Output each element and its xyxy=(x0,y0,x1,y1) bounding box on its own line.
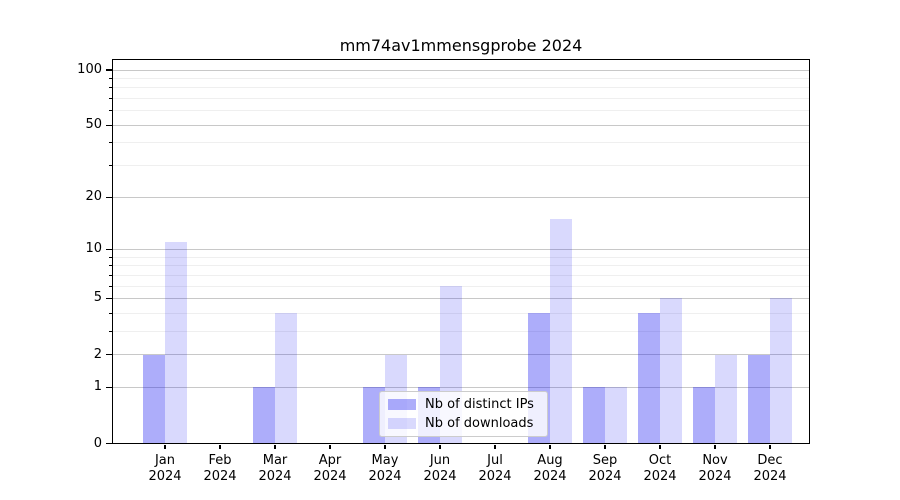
major-gridline xyxy=(112,354,810,356)
x-tick-label: Feb 2024 xyxy=(203,452,237,484)
y-tick-label: 2 xyxy=(93,346,102,362)
y-minor-tick-mark xyxy=(108,274,112,276)
minor-gridline xyxy=(112,285,810,287)
bar-downloads-aug xyxy=(550,219,572,444)
y-tick-mark xyxy=(106,248,112,251)
x-tick-mark xyxy=(494,444,496,449)
legend-item-distinct-ips: Nb of distinct IPs xyxy=(388,397,539,413)
x-tick-mark xyxy=(164,444,166,449)
x-tick-mark xyxy=(714,444,716,449)
y-tick-mark xyxy=(106,297,112,300)
minor-gridline xyxy=(112,142,810,144)
y-tick-mark xyxy=(106,196,112,198)
x-tick-label: May 2024 xyxy=(368,452,402,484)
bar-downloads-mar xyxy=(275,313,297,444)
x-tick-label: Dec 2024 xyxy=(753,452,787,484)
major-gridline xyxy=(112,124,810,126)
legend-swatch-distinct-ips xyxy=(388,399,416,410)
y-minor-tick-mark xyxy=(108,285,112,287)
y-tick-label: 5 xyxy=(93,290,102,306)
minor-gridline xyxy=(112,87,810,89)
y-minor-tick-mark xyxy=(108,110,112,112)
x-tick-mark xyxy=(384,444,386,449)
x-tick-mark xyxy=(604,444,606,449)
legend-label-distinct-ips: Nb of distinct IPs xyxy=(425,396,534,412)
x-tick-label: Mar 2024 xyxy=(258,452,292,484)
y-tick-label: 20 xyxy=(85,189,102,205)
major-gridline xyxy=(112,69,810,71)
y-tick-mark xyxy=(106,69,112,71)
y-tick-mark xyxy=(106,353,112,356)
y-minor-tick-mark xyxy=(108,165,112,167)
minor-gridline xyxy=(112,256,810,258)
bar-downloads-oct xyxy=(660,298,682,444)
y-minor-tick-mark xyxy=(108,87,112,89)
chart-title: mm74av1mmensgprobe 2024 xyxy=(339,36,583,55)
major-gridline xyxy=(112,248,810,250)
y-minor-tick-mark xyxy=(108,77,112,79)
y-minor-tick-mark xyxy=(108,312,112,314)
legend-label-downloads: Nb of downloads xyxy=(425,415,534,431)
bar-downloads-dec xyxy=(770,298,792,444)
y-tick-mark xyxy=(106,442,112,445)
y-tick-mark xyxy=(106,124,112,126)
y-tick-label: 0 xyxy=(93,435,102,451)
minor-gridline xyxy=(112,77,810,79)
x-tick-label: Apr 2024 xyxy=(313,452,347,484)
y-tick-mark xyxy=(106,386,112,388)
x-tick-label: Jul 2024 xyxy=(478,452,512,484)
bar-distinct-ips-jan xyxy=(143,354,165,444)
minor-gridline xyxy=(112,110,810,112)
bar-downloads-nov xyxy=(715,354,737,444)
major-gridline xyxy=(112,386,810,388)
bar-downloads-jan xyxy=(165,242,187,444)
bar-distinct-ips-dec xyxy=(748,354,770,444)
x-tick-mark xyxy=(219,444,221,449)
x-tick-label: Sep 2024 xyxy=(588,452,622,484)
bar-downloads-sep xyxy=(605,387,627,444)
bar-distinct-ips-oct xyxy=(638,313,660,444)
legend-swatch-downloads xyxy=(388,418,416,429)
y-minor-tick-mark xyxy=(108,142,112,144)
x-tick-mark xyxy=(439,444,441,449)
x-tick-mark xyxy=(274,444,276,449)
minor-gridline xyxy=(112,312,810,314)
x-tick-mark xyxy=(549,444,551,449)
x-tick-label: Oct 2024 xyxy=(643,452,677,484)
y-minor-tick-mark xyxy=(108,98,112,100)
y-tick-label: 100 xyxy=(77,62,102,77)
major-gridline xyxy=(112,196,810,198)
minor-gridline xyxy=(112,165,810,167)
y-tick-label: 50 xyxy=(85,117,102,133)
x-tick-label: Jun 2024 xyxy=(423,452,457,484)
minor-gridline xyxy=(112,274,810,276)
bar-distinct-ips-nov xyxy=(693,387,715,444)
minor-gridline xyxy=(112,98,810,100)
x-tick-label: Aug 2024 xyxy=(533,452,567,484)
bar-distinct-ips-mar xyxy=(253,387,275,444)
major-gridline xyxy=(112,297,810,299)
y-minor-tick-mark xyxy=(108,265,112,267)
y-minor-tick-mark xyxy=(108,256,112,258)
bar-distinct-ips-sep xyxy=(583,387,605,444)
x-tick-mark xyxy=(769,444,771,449)
x-tick-label: Jan 2024 xyxy=(148,452,182,484)
x-tick-label: Nov 2024 xyxy=(698,452,732,484)
x-tick-mark xyxy=(329,444,331,449)
x-tick-mark xyxy=(659,444,661,449)
legend: Nb of distinct IPs Nb of downloads xyxy=(379,391,548,437)
legend-item-downloads: Nb of downloads xyxy=(388,416,539,432)
minor-gridline xyxy=(112,330,810,332)
minor-gridline xyxy=(112,265,810,267)
y-tick-label: 1 xyxy=(93,379,102,395)
y-tick-label: 10 xyxy=(85,241,102,257)
y-minor-tick-mark xyxy=(108,330,112,332)
